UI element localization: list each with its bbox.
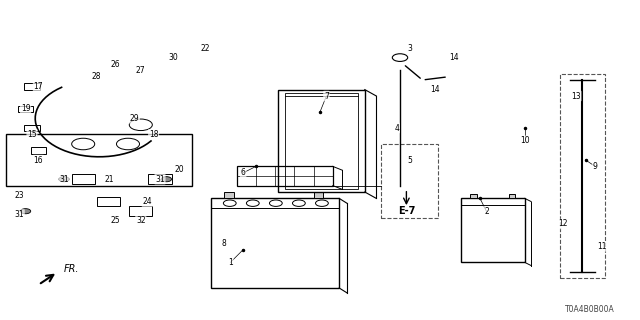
Text: 3: 3: [407, 44, 412, 52]
Text: 21: 21: [104, 175, 113, 184]
Text: 24: 24: [142, 197, 152, 206]
Circle shape: [161, 177, 172, 182]
Text: E-7: E-7: [397, 206, 415, 216]
Text: 20: 20: [174, 165, 184, 174]
Bar: [24, 83, 40, 90]
Text: 22: 22: [200, 44, 209, 52]
Text: 2: 2: [484, 207, 489, 216]
Bar: [381, 144, 438, 218]
Text: 15: 15: [27, 130, 37, 139]
Text: 9: 9: [593, 162, 598, 171]
Text: 29: 29: [129, 114, 140, 123]
Bar: [470, 194, 477, 198]
Text: 7: 7: [324, 92, 329, 100]
Bar: [224, 192, 234, 198]
Text: 6: 6: [241, 168, 246, 177]
Text: 14: 14: [430, 85, 440, 94]
Text: 26: 26: [110, 60, 120, 68]
Text: 5: 5: [407, 156, 412, 164]
Text: 18: 18: [149, 130, 158, 139]
Bar: [6, 134, 192, 186]
Text: 10: 10: [520, 136, 530, 145]
Bar: [314, 192, 323, 198]
Bar: [129, 206, 152, 216]
Text: 13: 13: [571, 92, 581, 100]
Text: 11: 11: [597, 242, 606, 251]
Text: 14: 14: [449, 53, 460, 62]
Circle shape: [59, 177, 69, 182]
Bar: [72, 174, 95, 184]
Bar: [509, 194, 515, 198]
Bar: [97, 197, 120, 206]
Bar: [24, 125, 40, 131]
Text: 23: 23: [14, 191, 24, 200]
Text: 32: 32: [136, 216, 146, 225]
Text: 31: 31: [59, 175, 69, 184]
Text: 17: 17: [33, 82, 44, 91]
Bar: [560, 74, 605, 278]
Text: 19: 19: [20, 104, 31, 113]
Text: 4: 4: [394, 124, 399, 132]
Text: 27: 27: [136, 66, 146, 75]
Bar: [18, 106, 33, 112]
Bar: [31, 147, 46, 154]
Circle shape: [20, 209, 31, 214]
Text: 8: 8: [221, 239, 227, 248]
Bar: [148, 174, 172, 184]
Text: 12: 12: [559, 220, 568, 228]
Text: 16: 16: [33, 156, 44, 164]
Text: 31: 31: [155, 175, 165, 184]
Text: 30: 30: [168, 53, 178, 62]
Text: 25: 25: [110, 216, 120, 225]
Text: FR.: FR.: [64, 264, 79, 274]
Text: 31: 31: [14, 210, 24, 219]
Text: 28: 28: [92, 72, 100, 81]
Text: 1: 1: [228, 258, 233, 267]
Text: T0A4B0B00A: T0A4B0B00A: [564, 305, 614, 314]
